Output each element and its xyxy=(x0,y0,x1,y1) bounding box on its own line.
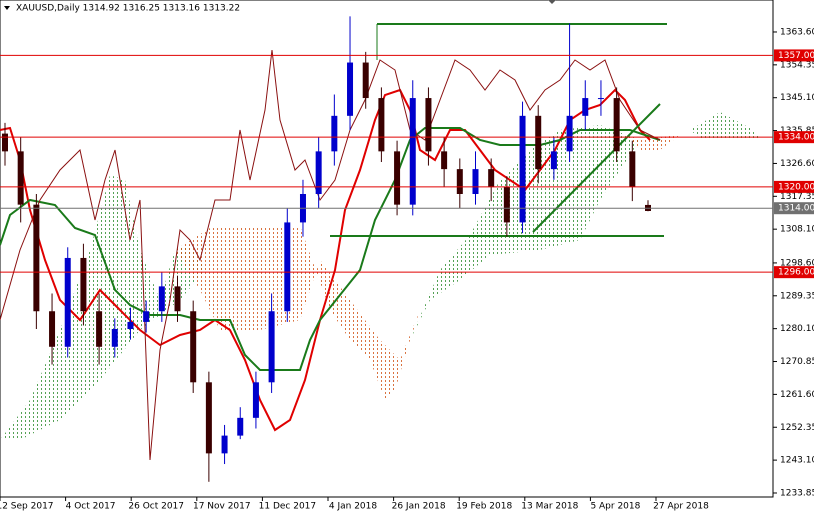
candle-body xyxy=(378,98,385,152)
candle-body xyxy=(582,98,589,116)
x-tick-label: 26 Jan 2018 xyxy=(392,502,446,512)
candle-body xyxy=(597,98,604,100)
candle-body xyxy=(33,204,40,312)
candle-body xyxy=(409,98,416,205)
y-tick-label: 1243.10 xyxy=(780,456,814,466)
y-tick-label: 1354.35 xyxy=(780,60,814,70)
candle-body xyxy=(503,186,510,223)
candle-body xyxy=(456,169,463,194)
y-tick-label: 1363.60 xyxy=(780,27,814,37)
candle-body xyxy=(111,329,118,347)
x-tick-label: 19 Feb 2018 xyxy=(456,502,512,512)
candle-body xyxy=(519,115,526,223)
y-tick-label: 1280.10 xyxy=(780,324,814,334)
x-tick-label: 5 Apr 2018 xyxy=(590,502,640,512)
candle-body xyxy=(441,151,448,170)
candle-body xyxy=(425,98,432,152)
candle-body xyxy=(472,169,479,194)
y-tick-label: 1308.10 xyxy=(780,225,814,235)
candle-body xyxy=(2,133,8,152)
candle-body xyxy=(49,311,56,347)
level-badge xyxy=(774,202,814,215)
candle-body xyxy=(17,151,24,205)
candle-body xyxy=(158,286,165,312)
candle-body xyxy=(237,417,244,436)
x-tick-label: 26 Oct 2017 xyxy=(128,502,184,512)
level-label: 1296.00 xyxy=(778,268,814,278)
x-tick-label: 11 Dec 2017 xyxy=(259,502,317,512)
candle-body xyxy=(284,222,291,312)
candle-body xyxy=(127,321,134,330)
y-tick-label: 1261.60 xyxy=(780,390,814,400)
scroll-marker xyxy=(548,0,556,4)
level-badge xyxy=(774,266,814,279)
y-tick-label: 1317.35 xyxy=(780,192,814,202)
candle-body xyxy=(394,151,401,205)
candle-body xyxy=(221,435,228,454)
y-tick-label: 1335.85 xyxy=(780,126,814,136)
candle-body xyxy=(80,257,87,312)
x-tick-label: 4 Oct 2017 xyxy=(66,502,116,512)
candle-body xyxy=(613,98,620,152)
candle-body xyxy=(315,151,322,194)
indicator-lines xyxy=(0,23,667,461)
candle-body xyxy=(488,169,495,187)
candle-body xyxy=(535,115,542,170)
y-tick-label: 1233.85 xyxy=(780,488,814,498)
y-tick-label: 1326.60 xyxy=(780,159,814,169)
candle-body xyxy=(190,311,197,383)
y-tick-label: 1252.35 xyxy=(780,423,814,433)
level-badge xyxy=(774,49,814,62)
candle-body xyxy=(252,382,259,418)
candle-body xyxy=(64,257,71,347)
x-tick-label: 27 Apr 2018 xyxy=(653,502,709,512)
x-tick-label: 17 Nov 2017 xyxy=(193,502,251,512)
candle-body xyxy=(268,311,275,383)
candle-body xyxy=(347,62,354,116)
level-label: 1357.00 xyxy=(778,51,814,61)
candle-body xyxy=(331,115,338,152)
candle-body xyxy=(362,62,369,99)
level-label: 1320.00 xyxy=(778,182,814,192)
y-tick-label: 1345.10 xyxy=(780,93,814,103)
level-badge xyxy=(774,131,814,144)
candle-body xyxy=(629,151,636,187)
candle-body xyxy=(205,382,212,454)
menu-arrow[interactable] xyxy=(4,6,10,10)
chart-header: XAUUSD,Daily 1314.92 1316.25 1313.16 131… xyxy=(16,4,240,14)
candle-body xyxy=(550,151,557,170)
x-tick-label: 4 Jan 2018 xyxy=(329,502,377,512)
level-label: 1334.00 xyxy=(778,133,814,143)
candle-body xyxy=(143,311,150,322)
candle-body xyxy=(566,115,573,152)
y-tick-label: 1289.35 xyxy=(780,291,814,301)
level-badge xyxy=(774,180,814,193)
x-tick-label: 12 Sep 2017 xyxy=(0,502,54,512)
candle-body xyxy=(174,286,181,312)
y-tick-label: 1298.60 xyxy=(780,258,814,268)
x-tick-label: 13 Mar 2018 xyxy=(521,502,578,512)
y-tick-label: 1270.85 xyxy=(780,357,814,367)
level-label: 1314.00 xyxy=(778,204,814,214)
ichimoku-cloud xyxy=(0,112,760,440)
candle-body xyxy=(96,311,103,347)
